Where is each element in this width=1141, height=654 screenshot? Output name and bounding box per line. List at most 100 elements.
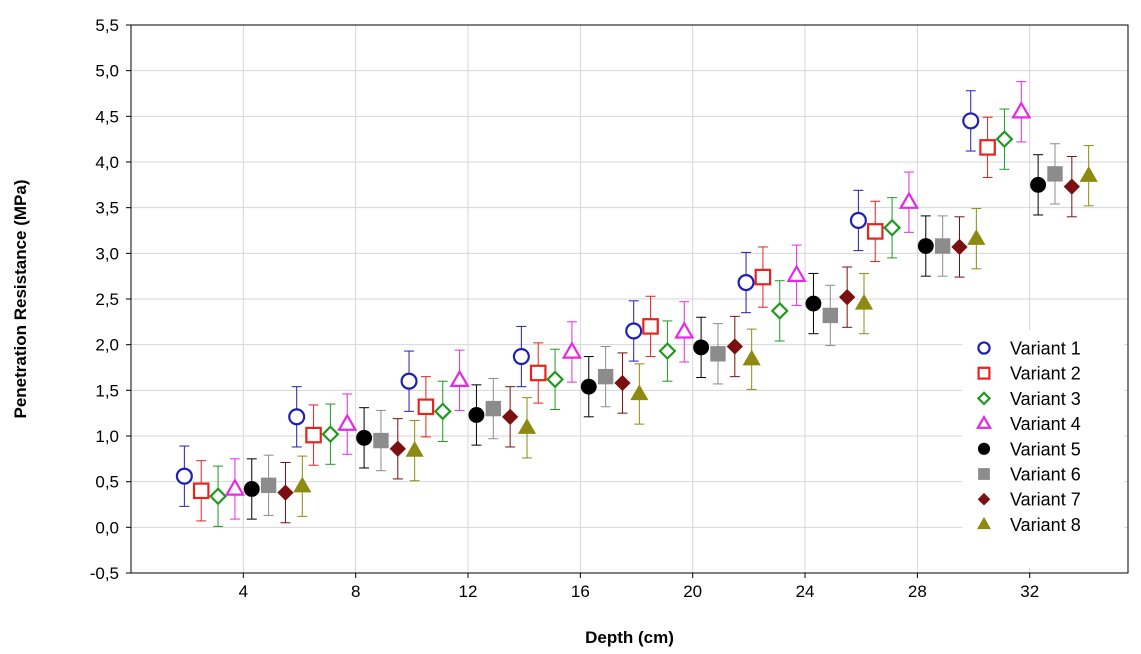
data-point bbox=[224, 478, 246, 496]
data-point bbox=[979, 139, 996, 156]
data-point bbox=[898, 191, 920, 209]
series-3 bbox=[209, 108, 1014, 527]
data-point bbox=[192, 482, 210, 500]
data-point bbox=[658, 342, 677, 361]
data-series bbox=[175, 81, 1098, 527]
data-point bbox=[883, 218, 902, 237]
series-8 bbox=[293, 145, 1098, 517]
legend-marker bbox=[978, 468, 990, 480]
data-point bbox=[517, 418, 537, 434]
data-point bbox=[546, 370, 565, 389]
series-4 bbox=[224, 81, 1032, 520]
y-tick-label: 5,5 bbox=[95, 16, 119, 35]
x-axis-ticks: 4 8 12 16 20 24 28 32 bbox=[239, 573, 1039, 601]
legend-marker bbox=[977, 341, 991, 355]
data-point bbox=[962, 112, 980, 130]
series-5 bbox=[243, 154, 1047, 520]
legend-label: Variant 7 bbox=[1010, 490, 1081, 510]
legend-marker bbox=[976, 516, 992, 530]
data-point bbox=[512, 348, 530, 366]
data-point bbox=[630, 384, 649, 401]
data-point bbox=[305, 426, 322, 444]
data-point bbox=[726, 338, 743, 355]
data-point bbox=[737, 274, 755, 292]
legend-marker bbox=[977, 492, 991, 506]
data-point bbox=[849, 211, 867, 229]
legend-item: Variant 5 bbox=[977, 439, 1081, 459]
x-tick-label: 32 bbox=[1020, 582, 1039, 601]
legend: Variant 1 Variant 2 Variant 3 Variant 4 Vari… bbox=[962, 330, 1124, 568]
legend-label: Variant 5 bbox=[1010, 439, 1081, 459]
data-point bbox=[561, 341, 583, 359]
data-point bbox=[417, 398, 435, 416]
legend-item: Variant 2 bbox=[977, 364, 1081, 384]
data-point bbox=[485, 400, 501, 417]
legend-label: Variant 3 bbox=[1010, 389, 1081, 409]
data-point bbox=[405, 440, 424, 457]
data-point bbox=[805, 295, 822, 312]
data-point bbox=[288, 408, 306, 426]
data-point bbox=[293, 476, 312, 493]
x-tick-label: 16 bbox=[571, 582, 590, 601]
series-2 bbox=[192, 116, 996, 522]
y-tick-label: 0,0 bbox=[95, 518, 119, 537]
data-point bbox=[614, 374, 631, 392]
data-point bbox=[449, 369, 470, 388]
legend-marker bbox=[975, 414, 993, 429]
legend-item: Variant 1 bbox=[977, 339, 1081, 359]
data-point bbox=[754, 268, 772, 286]
data-point bbox=[770, 301, 789, 320]
x-tick-label: 8 bbox=[351, 582, 360, 601]
data-point bbox=[917, 238, 934, 254]
legend-label: Variant 6 bbox=[1010, 465, 1081, 485]
y-axis-ticks: -0,5 0,0 0,5 1,0 1,5 2,0 2,5 3,0 3,5 4,0 4,5 5,0 5,5 bbox=[90, 16, 131, 583]
y-tick-label: 5,0 bbox=[95, 62, 119, 81]
y-tick-label: 3,5 bbox=[95, 199, 119, 218]
data-point bbox=[642, 318, 659, 335]
data-point bbox=[1047, 166, 1063, 182]
legend-marker bbox=[977, 366, 991, 380]
legend-item: Variant 7 bbox=[977, 490, 1081, 510]
data-point bbox=[625, 322, 643, 340]
data-point bbox=[995, 130, 1014, 149]
legend-marker bbox=[976, 391, 992, 406]
data-point bbox=[786, 264, 807, 282]
series-6 bbox=[260, 143, 1063, 516]
data-point bbox=[321, 425, 340, 444]
data-point bbox=[742, 349, 761, 366]
legend-label: Variant 4 bbox=[1010, 414, 1081, 434]
x-axis-title: Depth (cm) bbox=[585, 628, 674, 647]
y-tick-label: 3,0 bbox=[95, 244, 119, 263]
data-point bbox=[260, 477, 277, 494]
data-point bbox=[839, 289, 856, 306]
y-tick-label: 4,0 bbox=[95, 153, 119, 172]
y-tick-label: 1,0 bbox=[95, 427, 119, 446]
data-point bbox=[1030, 176, 1047, 193]
data-point bbox=[277, 484, 294, 501]
data-point bbox=[967, 229, 986, 245]
data-point bbox=[433, 402, 452, 421]
y-tick-label: 2,0 bbox=[95, 336, 119, 355]
x-tick-label: 12 bbox=[459, 582, 478, 601]
data-point bbox=[501, 408, 519, 425]
data-point bbox=[710, 346, 726, 362]
y-tick-label: 1,5 bbox=[95, 381, 119, 400]
legend-label: Variant 1 bbox=[1010, 339, 1081, 359]
legend-label: Variant 8 bbox=[1010, 515, 1081, 535]
y-tick-label: 4,5 bbox=[95, 107, 119, 126]
legend-item: Variant 3 bbox=[976, 389, 1081, 409]
data-point bbox=[693, 339, 710, 356]
data-point bbox=[468, 407, 485, 423]
legend-item: Variant 4 bbox=[975, 414, 1081, 434]
data-point bbox=[597, 368, 614, 385]
legend-item: Variant 6 bbox=[978, 465, 1081, 485]
data-point bbox=[400, 372, 418, 390]
series-1 bbox=[175, 90, 980, 507]
data-point bbox=[389, 440, 406, 457]
legend-item: Variant 8 bbox=[976, 515, 1081, 535]
data-point bbox=[175, 467, 193, 485]
data-point bbox=[1063, 178, 1080, 195]
series-7 bbox=[277, 156, 1080, 524]
